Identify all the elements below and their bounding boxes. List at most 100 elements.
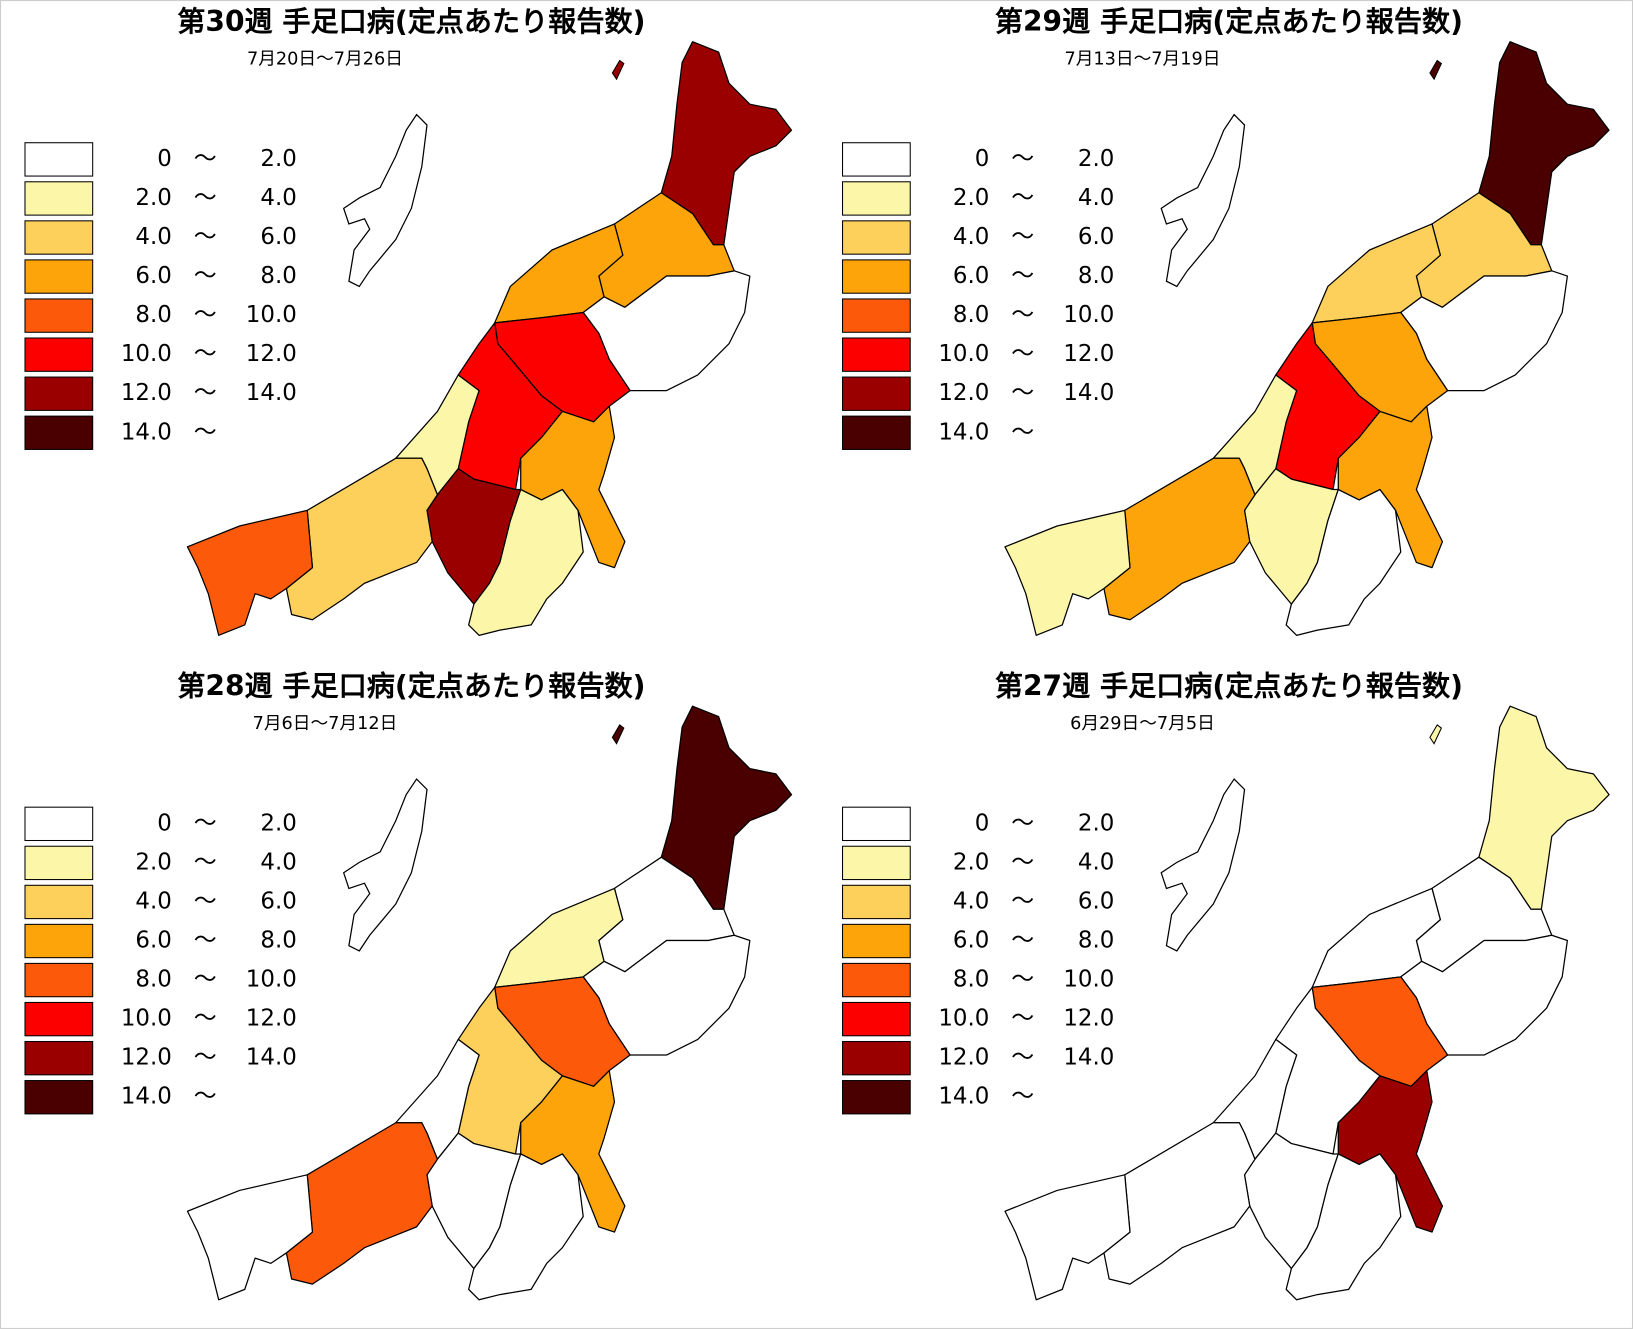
legend-separator: 〜 [194,146,217,172]
legend-from: 14.0 [938,419,989,445]
legend-from: 14.0 [938,1084,989,1110]
legend-swatch [842,923,911,959]
legend-swatch [24,220,94,255]
region [611,59,625,81]
legend-swatch [24,884,94,920]
legend-to: 14.0 [246,380,297,406]
region [520,1070,626,1233]
legend-from: 12.0 [121,380,172,406]
legend-separator: 〜 [194,185,217,211]
region [468,488,584,636]
map-panel: 第28週 手足口病(定点あたり報告数) 7月6日～7月12日 0 〜 2.0 2.0 〜 4.… [24,669,793,1301]
legend-to: 12.0 [1063,1006,1114,1032]
legend-separator: 〜 [194,810,217,836]
legend-to: 2.0 [260,810,296,836]
legend-separator: 〜 [1011,419,1034,445]
map-title: 第30週 手足口病(定点あたり報告数) [177,5,645,38]
legend-from: 4.0 [953,888,989,914]
region [1004,1174,1131,1301]
legend-to: 4.0 [260,849,296,875]
map-title: 第28週 手足口病(定点あたり報告数) [177,669,645,702]
legend-separator: 〜 [194,263,217,289]
legend-from: 12.0 [938,380,989,406]
legend-separator: 〜 [1011,888,1034,914]
map-period: 7月6日～7月12日 [253,714,398,734]
legend-to: 4.0 [1078,185,1114,211]
legend-to: 12.0 [246,341,297,367]
legend-separator: 〜 [1011,341,1034,367]
legend-swatch [24,923,94,959]
legend-to: 12.0 [1063,341,1114,367]
region [611,724,625,745]
legend-to: 14.0 [246,1045,297,1071]
legend-separator: 〜 [1011,1084,1034,1110]
legend-separator: 〜 [194,341,217,367]
legend-from: 0 [157,146,172,172]
legend-swatch [24,845,94,881]
legend-to: 14.0 [1063,380,1114,406]
region [1337,1070,1444,1233]
legend-swatch [842,142,911,177]
legend-separator: 〜 [1011,302,1034,328]
legend-to: 6.0 [1078,888,1114,914]
legend-separator: 〜 [194,1045,217,1071]
map-title: 第29週 手足口病(定点あたり報告数) [995,5,1463,38]
legend-to: 10.0 [1063,302,1114,328]
legend-swatch [842,298,911,333]
region [660,705,793,910]
legend-from: 10.0 [938,341,989,367]
legend-separator: 〜 [194,849,217,875]
island-outline [1160,113,1246,288]
legend-from: 8.0 [135,302,171,328]
legend-swatch [842,415,911,450]
legend-swatch [842,376,911,411]
legend-from: 12.0 [121,1045,172,1071]
map-title: 第27週 手足口病(定点あたり報告数) [995,669,1463,702]
legend-from: 10.0 [121,1006,172,1032]
legend-from: 6.0 [135,928,171,954]
map-panel: 第27週 手足口病(定点あたり報告数) 6月29日～7月5日 0 〜 2.0 2.0 〜 4.… [842,669,1610,1301]
region [186,1174,314,1301]
legend-swatch [24,1001,94,1037]
legend-separator: 〜 [1011,263,1034,289]
legend-swatch [24,962,94,998]
legend-swatch [842,1080,911,1115]
legend-from: 4.0 [135,224,171,250]
legend-separator: 〜 [194,1006,217,1032]
legend-to: 8.0 [260,263,296,289]
legend-to: 6.0 [260,888,296,914]
legend-to: 10.0 [246,967,297,993]
legend-separator: 〜 [194,419,217,445]
legend-from: 0 [975,810,990,836]
region [186,509,314,636]
island-outline [1160,778,1246,952]
legend-to: 8.0 [260,928,296,954]
legend-to: 2.0 [260,146,296,172]
legend-separator: 〜 [194,302,217,328]
legend-from: 10.0 [938,1006,989,1032]
legend-separator: 〜 [1011,1045,1034,1071]
legend-from: 8.0 [135,967,171,993]
map-period: 7月13日～7月19日 [1064,49,1220,69]
legend-from: 12.0 [938,1045,989,1071]
legend-swatch [24,806,94,842]
legend-separator: 〜 [194,928,217,954]
legend-swatch [24,181,94,216]
legend-swatch [842,1001,911,1037]
legend-swatch [842,806,911,842]
legend-from: 6.0 [135,263,171,289]
island-outline [342,778,428,952]
region [1478,41,1610,246]
legend-to: 6.0 [260,224,296,250]
island-outline [342,113,428,288]
region [1429,724,1443,745]
legend-from: 4.0 [953,224,989,250]
legend-separator: 〜 [1011,224,1034,250]
legend-from: 10.0 [121,341,172,367]
legend-separator: 〜 [1011,380,1034,406]
region [1285,488,1402,636]
map-panel: 第30週 手足口病(定点あたり報告数) 7月20日～7月26日 0 〜 2.0 2.0 〜 4… [24,5,793,636]
legend-swatch [24,376,94,411]
map-panel: 第29週 手足口病(定点あたり報告数) 7月13日～7月19日 0 〜 2.0 2.0 〜 4… [842,5,1610,636]
